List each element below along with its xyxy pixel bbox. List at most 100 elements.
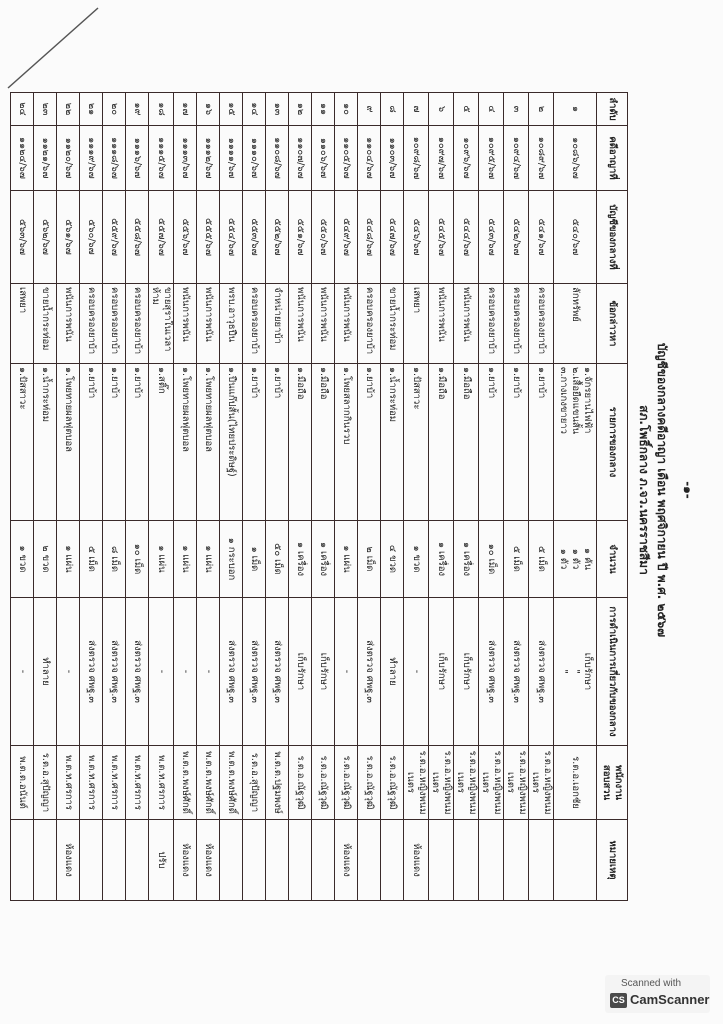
- table-row: ๑๘ ๑๑๑๕/๖๗ ๕๕๗/๖๗ ขายสุราในเวลาห้าม ๑.สติ๊ก๑…: [148, 92, 174, 901]
- table-row: ๒๐ ๑๑๑๘/๖๗ ๕๕๙/๖๗ ครอบครองยาบ้า ๑.ยาบ้า๘ เม็…: [102, 92, 126, 901]
- cell-officer: ร.ต.อ.หญิงพนมเนตร: [453, 745, 479, 820]
- cell-officer: ร.ต.อ.ณัฐวุฒิ: [334, 745, 358, 820]
- cell-seq: ๑๓: [265, 92, 289, 126]
- cell-quantity: ๕ เม็ด: [503, 520, 529, 598]
- cell-charge: พนันการพนัน: [56, 283, 80, 364]
- cell-case-no: ๑๑๑๓/๖๗: [173, 125, 197, 191]
- cell-case-no: ๑๑๐๕/๖๗: [334, 125, 358, 191]
- cell-evidence-no: ๕๕๕/๖๗: [196, 190, 220, 284]
- cell-officer: พ.ต.ต.พงษ์ศักดิ์: [219, 745, 243, 820]
- cell-remarks: [380, 819, 404, 901]
- cell-quantity: ๑ ขวด: [10, 520, 34, 598]
- camscanner-logo-icon: CS: [610, 993, 627, 1008]
- cell-evidence-no: ๕๕๓/๖๗: [242, 190, 266, 284]
- table-row: ๗๑๐๙๘/๖๗ ๕๔๖/๖๗ เสพยา ๑.ปัสสาวะ๑ ขวด - ร.ต.อ.…: [403, 92, 429, 901]
- cell-charge: ครอบครองยาบ้า: [357, 283, 381, 364]
- cell-charge: ครอบครองยาบ้า: [478, 283, 504, 364]
- cell-case-no: ๑๑๐๗/๖๗: [288, 125, 312, 191]
- cell-remarks: [528, 819, 554, 901]
- cell-evidence-no: ๕๕๘/๖๗: [125, 190, 149, 284]
- cell-quantity: ๔ ขวด: [380, 520, 404, 598]
- cell-charge: ขายน้ำกระท่อม: [380, 283, 404, 364]
- table-row: ๑๔ ๑๑๑๐/๖๗ ๕๕๓/๖๗ ครอบครองยาบ้า ๑.ยาบ้า๑ เม็…: [242, 92, 266, 901]
- cell-action: -: [334, 597, 358, 746]
- cell-case-no: ๑๑๑๒/๖๗: [196, 125, 220, 191]
- table-row: ๙๑๑๐๔/๖๗ ๕๔๘/๖๗ ครอบครองยาบ้า ๑.ยาบ้า๒ เม็ด…: [357, 92, 381, 901]
- page-edge-shadow: [7, 7, 99, 89]
- cell-quantity: ๑ ขวด: [403, 520, 429, 598]
- cell-items: ๑.น้ำกระท่อม: [33, 363, 57, 521]
- cell-action: ส่งตรวจ ศพฐ.๓: [478, 597, 504, 746]
- cell-remarks: [125, 819, 149, 901]
- cell-quantity: ๕๐ เม็ด: [265, 520, 289, 598]
- cell-remarks: [357, 819, 381, 901]
- cell-action: ส่งตรวจ ศพฐ.๓: [503, 597, 529, 746]
- cell-items: ๑.ปืนแก๊ปสั้น(ไทยประดิษฐ์): [219, 363, 243, 521]
- cell-seq: ๒: [528, 92, 554, 126]
- watermark-line1: Scanned with: [621, 978, 682, 989]
- cell-officer: ร.ต.อ.หญิงพนมเนตร: [503, 745, 529, 820]
- cell-officer: ร.ต.อ.ณัฐวุฒิ: [288, 745, 312, 820]
- cell-evidence-no: ๕๖๓/๖๗: [10, 190, 34, 284]
- cell-action: ทำลาย: [33, 597, 57, 746]
- table-row: ๑๐ ๑๑๐๕/๖๗ ๕๔๙/๖๗ พนันการพนัน ๑.โพยสลากกินรว…: [334, 92, 358, 901]
- table-row: ๒๑๐๘๙/๖๗ ๕๔๑/๖๗ ครอบครองยาบ้า ๑.ยาบ้า๕ เม็ด…: [528, 92, 554, 901]
- cell-seq: ๑๕: [219, 92, 243, 126]
- cell-seq: ๑๔: [242, 92, 266, 126]
- cell-quantity: ๑ คัน ๑ ตัว ๑ ตัว: [553, 520, 597, 598]
- cell-evidence-no: ๕๔๑/๖๗: [528, 190, 554, 284]
- cell-quantity: ๑ แผ่น: [173, 520, 197, 598]
- cell-action: ส่งตรวจ ศพฐ.๓: [242, 597, 266, 746]
- cell-case-no: ๑๐๙๖/๖๗: [453, 125, 479, 191]
- cell-officer: ร.ต.อ.ณัฐวุฒิ: [311, 745, 335, 820]
- cell-seq: ๑๖: [196, 92, 220, 126]
- cell-quantity: ๕ เม็ด: [79, 520, 103, 598]
- cell-charge: พนันการพนัน: [173, 283, 197, 364]
- cell-evidence-no: ๕๔๙/๖๗: [334, 190, 358, 284]
- cell-case-no: ๑๑๐๓/๖๗: [380, 125, 404, 191]
- cell-action: ส่งตรวจ ศพฐ.๓: [79, 597, 103, 746]
- cell-remarks: [428, 819, 454, 901]
- header-evidence-no: บัญชีของกลางที่: [596, 190, 628, 284]
- cell-charge: ลักทรัพย์: [553, 283, 597, 364]
- table-row: ๑๗ ๑๑๑๓/๖๗ ๕๕๖/๖๗ พนันการพนัน ๑.โพยทายผลฟุตบ…: [173, 92, 197, 901]
- cell-officer: พ.ต.ต.พงษ์ศักดิ์: [196, 745, 220, 820]
- cell-items: ๑.ยาบ้า: [478, 363, 504, 521]
- cell-seq: ๒๐: [102, 92, 126, 126]
- cell-charge: ครอบครองยาบ้า: [503, 283, 529, 364]
- cell-remarks: [242, 819, 266, 901]
- cell-officer: ร.ต.อ.เอกชัย: [553, 745, 597, 820]
- cell-officer: พ.ต.ท.ศรการ: [79, 745, 103, 820]
- cell-quantity: ๑ เครื่อง: [453, 520, 479, 598]
- cell-items: ๑.ยาบ้า: [242, 363, 266, 521]
- cell-officer: ร.ต.อ.หญิงพนมเนตร: [478, 745, 504, 820]
- cell-items: ๑.โพยทายผลฟุตบอล: [196, 363, 220, 521]
- cell-quantity: ๑ แผ่น: [148, 520, 174, 598]
- cell-case-no: ๑๑๑๕/๖๗: [148, 125, 174, 191]
- watermark-line2: CamScanner: [630, 992, 710, 1007]
- cell-action: เก็บรักษา: [288, 597, 312, 746]
- cell-seq: ๑๙: [125, 92, 149, 126]
- cell-evidence-no: ๕๔๗/๖๗: [380, 190, 404, 284]
- table-row: ๒๔ ๑๑๒๔/๖๗ ๕๖๓/๖๗ เสพยา ๑.ปัสสาวะ๑ ขวด - พ.ต.ต…: [10, 92, 34, 901]
- cell-quantity: ๑๐ เม็ด: [125, 520, 149, 598]
- cell-case-no: ๑๐๙๔/๖๗: [503, 125, 529, 191]
- table-row: ๑๖ ๑๑๑๒/๖๗ ๕๕๕/๖๗ พนันการพนัน ๑.โพยทายผลฟุตบ…: [196, 92, 220, 901]
- cell-charge: พนันการพนัน: [196, 283, 220, 364]
- cell-charge: เสพยา: [403, 283, 429, 364]
- cell-action: -: [56, 597, 80, 746]
- cell-remarks: ห้องแดง: [173, 819, 197, 901]
- cell-quantity: ๘ เม็ด: [102, 520, 126, 598]
- cell-officer: พ.ต.ต.อนันต์: [10, 745, 34, 820]
- cell-quantity: ๑ แผ่น: [334, 520, 358, 598]
- table-row: ๑๑๐๘๖/๖๗ ๕๔๐/๖๗ ลักทรัพย์ ๑.จักรยานไฟฟ้า ๒.…: [553, 92, 597, 901]
- cell-remarks: [453, 819, 479, 901]
- cell-seq: ๑: [553, 92, 597, 126]
- header-case-no: คดีอาญาที่: [596, 125, 628, 191]
- cell-items: ๑.ปัสสาวะ: [403, 363, 429, 521]
- cell-case-no: ๑๐๙๗/๖๗: [428, 125, 454, 191]
- cell-seq: ๘: [380, 92, 404, 126]
- cell-charge: เสพยา: [10, 283, 34, 364]
- cell-seq: ๑๐: [334, 92, 358, 126]
- cell-seq: ๒๑: [79, 92, 103, 126]
